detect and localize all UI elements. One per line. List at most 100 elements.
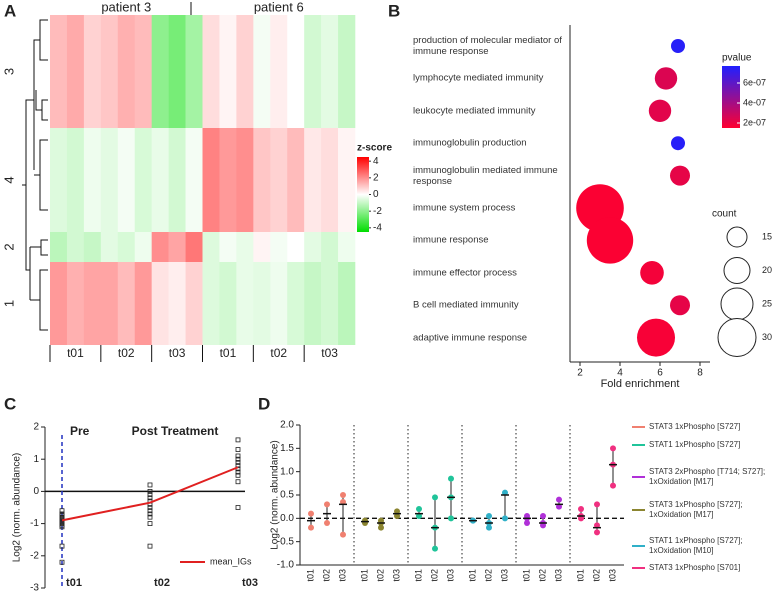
x-tick-label: 6 (657, 368, 663, 379)
y-tick-label: 0 (33, 486, 39, 497)
category-label: B cell mediated immunity (413, 299, 519, 311)
data-point (235, 437, 241, 443)
y-tick-label: 2 (33, 422, 39, 433)
heatmap-cell (151, 232, 169, 262)
data-point (486, 524, 492, 531)
row-cluster-label: 4 (1, 176, 16, 183)
data-point (147, 511, 153, 517)
y-tick-label: -1 (30, 518, 39, 529)
heatmap-cell (219, 232, 237, 262)
legend-label: STAT1 1xPhospho [S727]; 1xOxidation [M10… (649, 536, 743, 555)
data-point (340, 531, 346, 538)
heatmap-cell (117, 232, 136, 262)
column-group-label: patient 3 (101, 0, 151, 14)
x-axis-label: Fold enrichment (601, 378, 680, 390)
heatmap-cell (287, 262, 305, 345)
category-label: immune effector process (413, 267, 517, 279)
heatmap-cell (338, 232, 356, 262)
heatmap-cell (83, 128, 102, 232)
heatmap-cell (100, 262, 119, 345)
heatmap-cell (50, 128, 68, 232)
data-point (59, 543, 65, 549)
x-tick-label: t03 (242, 577, 258, 589)
y-axis-label: Log2 (norm. abundance) (12, 453, 23, 563)
data-point (147, 508, 153, 514)
heatmap-cell (270, 232, 288, 262)
data-point (394, 508, 400, 515)
data-point (432, 545, 438, 552)
data-point (448, 515, 454, 522)
size-legend-label: 20 (762, 265, 772, 275)
heatmap-cell (168, 15, 186, 128)
data-point (308, 524, 314, 531)
legend-label: STAT3 2xPhospho [T714; S727]; 1xOxidatio… (649, 467, 766, 486)
data-point (235, 479, 241, 485)
x-tick-label: t02 (591, 569, 601, 582)
heatmap-cell (253, 15, 271, 128)
size-legend-circle (723, 257, 751, 284)
heatmap-cell (270, 262, 288, 345)
column-label: t01 (220, 346, 237, 360)
heatmap-cell (270, 15, 288, 128)
x-tick-label: t02 (154, 577, 170, 589)
heatmap-cell (321, 232, 339, 262)
heatmap-cell (134, 128, 152, 232)
heatmap-cell (202, 128, 220, 232)
heatmap-cell (117, 15, 136, 128)
data-point (147, 492, 153, 498)
heatmap-cell (287, 128, 305, 232)
x-tick-label: t02 (321, 569, 331, 582)
color-tick-label: 4e-07 (743, 97, 766, 107)
data-point (147, 488, 153, 494)
bubble (671, 39, 685, 53)
column-label: t02 (270, 346, 287, 360)
y-tick-label: 0.0 (280, 513, 294, 524)
heatmap-cell (50, 15, 68, 128)
x-tick-label: t01 (305, 569, 315, 582)
row-cluster-label: 3 (1, 68, 16, 75)
colorbar-tick-label: 4 (373, 156, 379, 167)
data-point (235, 469, 241, 475)
y-tick-label: -3 (30, 583, 39, 592)
heatmap-cell (66, 262, 85, 345)
heatmap-cell (236, 232, 254, 262)
x-tick-label: 2 (577, 368, 583, 379)
data-point (59, 508, 65, 514)
category-label: immunoglobulin production (413, 137, 527, 149)
colorbar-tick-label: -4 (373, 222, 382, 233)
data-point (147, 505, 153, 510)
mean-line (61, 466, 239, 522)
panel-letter: A (4, 1, 16, 20)
heatmap-cell (236, 128, 254, 232)
data-point (59, 524, 65, 530)
heatmap-cell (66, 15, 85, 128)
heatmap-cell (236, 15, 254, 128)
size-legend-label: 30 (762, 332, 772, 342)
category-label: immune system process (413, 202, 516, 214)
column-label: t03 (321, 346, 338, 360)
x-tick-label: t01 (359, 569, 369, 582)
size-legend-circle (726, 226, 748, 248)
row-cluster-label: 2 (1, 243, 16, 250)
color-legend-title: pvalue (722, 53, 752, 64)
heatmap-cell (151, 15, 169, 128)
bubble (654, 67, 678, 90)
x-tick-label: t02 (483, 569, 493, 582)
data-point (416, 513, 422, 519)
x-tick-label: t02 (375, 569, 385, 582)
heatmap-cell (117, 262, 136, 345)
y-tick-label: -1.0 (277, 560, 295, 571)
heatmap-cell (50, 262, 68, 345)
category-label: lymphocyte mediated immunity (413, 72, 544, 84)
heatmap-cell (168, 232, 186, 262)
data-point (594, 529, 600, 536)
heatmap-cell (236, 262, 254, 345)
data-point (556, 503, 562, 510)
heatmap-cell (134, 15, 152, 128)
legend-label: STAT3 1xPhospho [S727]; 1xOxidation [M17… (649, 500, 743, 519)
data-point (147, 482, 153, 488)
heatmap-cell (304, 128, 322, 232)
heatmap-cell (253, 128, 271, 232)
size-legend-label: 15 (762, 231, 772, 241)
